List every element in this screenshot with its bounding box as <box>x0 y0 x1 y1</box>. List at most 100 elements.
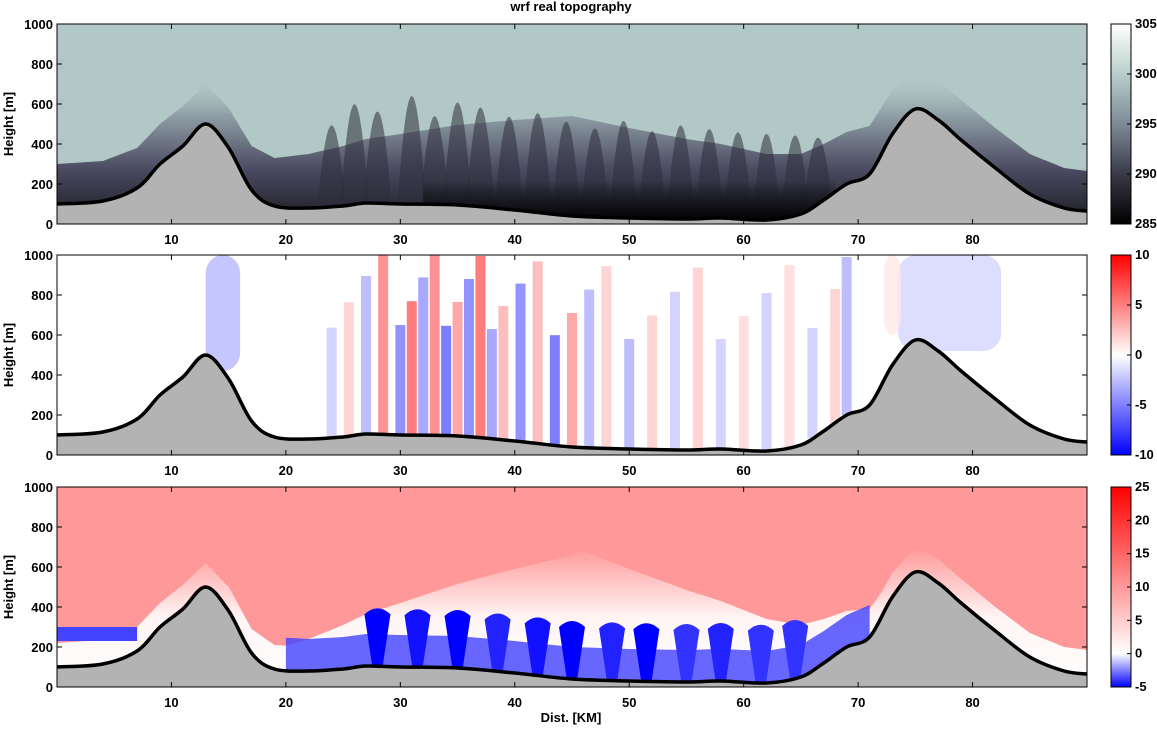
w-stripe <box>761 293 772 451</box>
x-tick-label: 30 <box>393 232 407 247</box>
w-stripe <box>486 329 497 439</box>
u-lobe <box>559 621 585 679</box>
u-lobe <box>707 623 734 681</box>
ylabel-u: Height [m] <box>1 555 16 619</box>
colorbar-tick-label: 10 <box>1135 247 1149 262</box>
colorbar-tick-label: 295 <box>1135 116 1157 131</box>
terrain-fill <box>57 108 1087 224</box>
terrain-fill <box>57 571 1087 687</box>
panel-theta: 0 200 400 600 800 1000 10 20 30 40 50 60 70 80 Height… <box>1 16 1157 247</box>
terrain-outline <box>57 569 1087 685</box>
colorbar-tick-label: 300 <box>1135 66 1157 81</box>
colorbar-ticks-theta: 285 290 295 300 305 <box>1127 16 1157 231</box>
colorbar-tick-label: 285 <box>1135 216 1157 231</box>
w-stripe <box>452 302 463 436</box>
axes-u: 0 200 400 600 800 1000 10 20 30 40 50 60 70 80 <box>24 480 1087 710</box>
plot-area-u <box>57 487 1087 687</box>
x-tick-label: 80 <box>965 463 979 478</box>
plot-area-w <box>57 255 1087 455</box>
y-tick-label: 400 <box>31 137 53 152</box>
ylabel-w: Height [m] <box>1 323 16 387</box>
w-stripe <box>475 256 486 438</box>
w-stripe <box>361 276 371 434</box>
x-tick-label: 20 <box>279 695 293 710</box>
w-stripe <box>830 289 841 423</box>
w-stripe <box>395 325 406 435</box>
axes-w: 0 200 400 600 800 1000 10 20 30 40 50 60 70 80 <box>24 248 1087 478</box>
y-tick-label: 200 <box>31 408 53 423</box>
y-tick-label: 200 <box>31 640 53 655</box>
w-stripe <box>441 325 452 436</box>
terrain-outline <box>57 337 1087 453</box>
theta-plume <box>363 111 392 204</box>
x-tick-label: 60 <box>736 463 750 478</box>
x-tick-label: 50 <box>622 232 636 247</box>
colorbar-tick-label: 5 <box>1135 612 1142 627</box>
x-tick-label: 20 <box>279 232 293 247</box>
w-stripe <box>715 339 726 449</box>
axes-frame <box>56 254 1088 456</box>
x-tick-label: 40 <box>508 463 522 478</box>
x-tick-label: 60 <box>736 232 750 247</box>
w-stripe <box>692 267 703 450</box>
u-lobe <box>484 613 511 672</box>
y-tick-label: 1000 <box>24 248 53 263</box>
colorbar-tick-label: 0 <box>1135 347 1142 362</box>
u-lobe <box>404 609 431 668</box>
y-tick-label: 1000 <box>24 480 53 495</box>
w-stripe <box>343 302 354 437</box>
w-cell <box>883 255 902 335</box>
u-lobe <box>673 624 700 682</box>
x-tick-label: 10 <box>164 463 178 478</box>
y-tick-label: 800 <box>31 57 53 72</box>
w-stripe <box>418 277 429 436</box>
w-stripe <box>429 255 440 436</box>
u-lobe <box>747 624 774 683</box>
x-tick-label: 50 <box>622 695 636 710</box>
u-low-band <box>57 627 138 641</box>
y-tick-label: 600 <box>31 97 53 112</box>
ylabel-theta: Height [m] <box>1 92 16 156</box>
w-stripe <box>515 283 526 442</box>
w-cell <box>205 255 241 371</box>
y-tick-label: 0 <box>46 217 53 232</box>
y-tick-label: 200 <box>31 177 53 192</box>
colorbar-tick-label: 10 <box>1135 579 1149 594</box>
colorbar-tick-label: 15 <box>1135 546 1149 561</box>
colorbar-ticks-w: -10 -5 0 5 10 <box>1127 247 1154 462</box>
x-tick-label: 80 <box>965 232 979 247</box>
colorbar-tick-label: 20 <box>1135 512 1149 527</box>
u-lobe <box>599 622 626 681</box>
y-tick-label: 1000 <box>24 17 53 32</box>
colorbar-tick-label: 305 <box>1135 16 1157 31</box>
x-tick-label: 70 <box>851 463 865 478</box>
axes-frame <box>56 486 1088 688</box>
w-stripe <box>807 328 818 438</box>
y-tick-label: 400 <box>31 368 53 383</box>
xlabel: Dist. [KM] <box>541 710 602 725</box>
x-tick-label: 40 <box>508 232 522 247</box>
x-tick-label: 60 <box>736 695 750 710</box>
x-tick-label: 80 <box>965 695 979 710</box>
colorbar-tick-label: -10 <box>1135 447 1154 462</box>
x-tick-label: 10 <box>164 695 178 710</box>
y-tick-label: 600 <box>31 560 53 575</box>
colorbar-tick-label: -5 <box>1135 397 1147 412</box>
theta-plume <box>397 96 426 205</box>
x-tick-label: 10 <box>164 232 178 247</box>
w-stripe <box>567 313 577 447</box>
w-stripe <box>406 301 417 436</box>
x-tick-label: 30 <box>393 695 407 710</box>
theta-plume <box>317 125 346 207</box>
w-stripe <box>498 306 509 440</box>
x-tick-label: 70 <box>851 695 865 710</box>
colorbar-tick-label: 5 <box>1135 297 1142 312</box>
colorbar-ticks-u: -5 0 5 10 15 20 25 <box>1127 479 1149 694</box>
u-lobe <box>524 617 551 676</box>
w-stripe <box>532 261 543 444</box>
y-tick-label: 800 <box>31 520 53 535</box>
w-stripe <box>624 339 635 449</box>
